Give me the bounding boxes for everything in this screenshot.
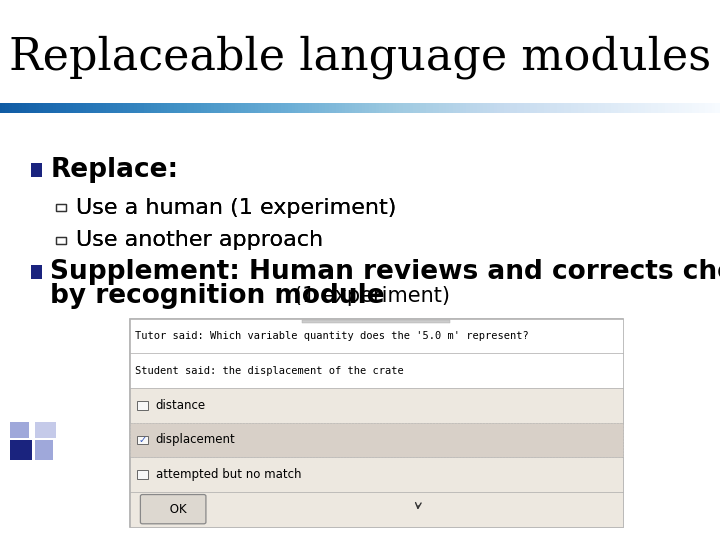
Text: Student said: the displacement of the crate: Student said: the displacement of the cr… <box>135 366 404 376</box>
Text: by recognition module: by recognition module <box>50 284 394 309</box>
Bar <box>56 204 66 211</box>
Bar <box>130 319 623 353</box>
Bar <box>56 237 66 244</box>
FancyBboxPatch shape <box>140 495 206 524</box>
Text: Tutor said: Which variable quantity does the '5.0 m' represent?: Tutor said: Which variable quantity does… <box>135 331 529 341</box>
Text: displacement: displacement <box>156 434 235 447</box>
Text: attempted but no match: attempted but no match <box>156 468 301 481</box>
Bar <box>10 440 32 460</box>
Text: Supplement: Human reviews and corrects choices made: Supplement: Human reviews and corrects c… <box>50 259 720 285</box>
Bar <box>35 440 53 460</box>
Text: Use a human (1 experiment): Use a human (1 experiment) <box>76 198 396 218</box>
Bar <box>56 204 66 211</box>
Text: (1 experiment): (1 experiment) <box>294 286 450 307</box>
Bar <box>137 401 148 409</box>
Bar <box>10 422 29 438</box>
Text: Use another approach: Use another approach <box>76 230 323 251</box>
Bar <box>31 265 42 279</box>
Bar <box>35 422 56 438</box>
Bar <box>130 422 623 457</box>
Bar <box>302 320 450 323</box>
Text: Use a human (1 experiment): Use a human (1 experiment) <box>76 198 396 218</box>
Text: Use another approach: Use another approach <box>76 230 323 251</box>
Text: distance: distance <box>156 399 206 411</box>
Bar <box>130 353 623 388</box>
Bar <box>31 163 42 177</box>
Bar <box>130 319 623 526</box>
Text: Replace:: Replace: <box>50 157 179 183</box>
Text: ✓: ✓ <box>138 435 147 445</box>
Text: OK: OK <box>166 503 186 516</box>
Text: Replaceable language modules: Replaceable language modules <box>9 35 711 78</box>
Bar <box>130 492 623 526</box>
Bar <box>137 436 148 444</box>
Bar <box>130 457 623 492</box>
Bar <box>130 388 623 422</box>
Bar <box>56 237 66 244</box>
Bar <box>137 470 148 479</box>
